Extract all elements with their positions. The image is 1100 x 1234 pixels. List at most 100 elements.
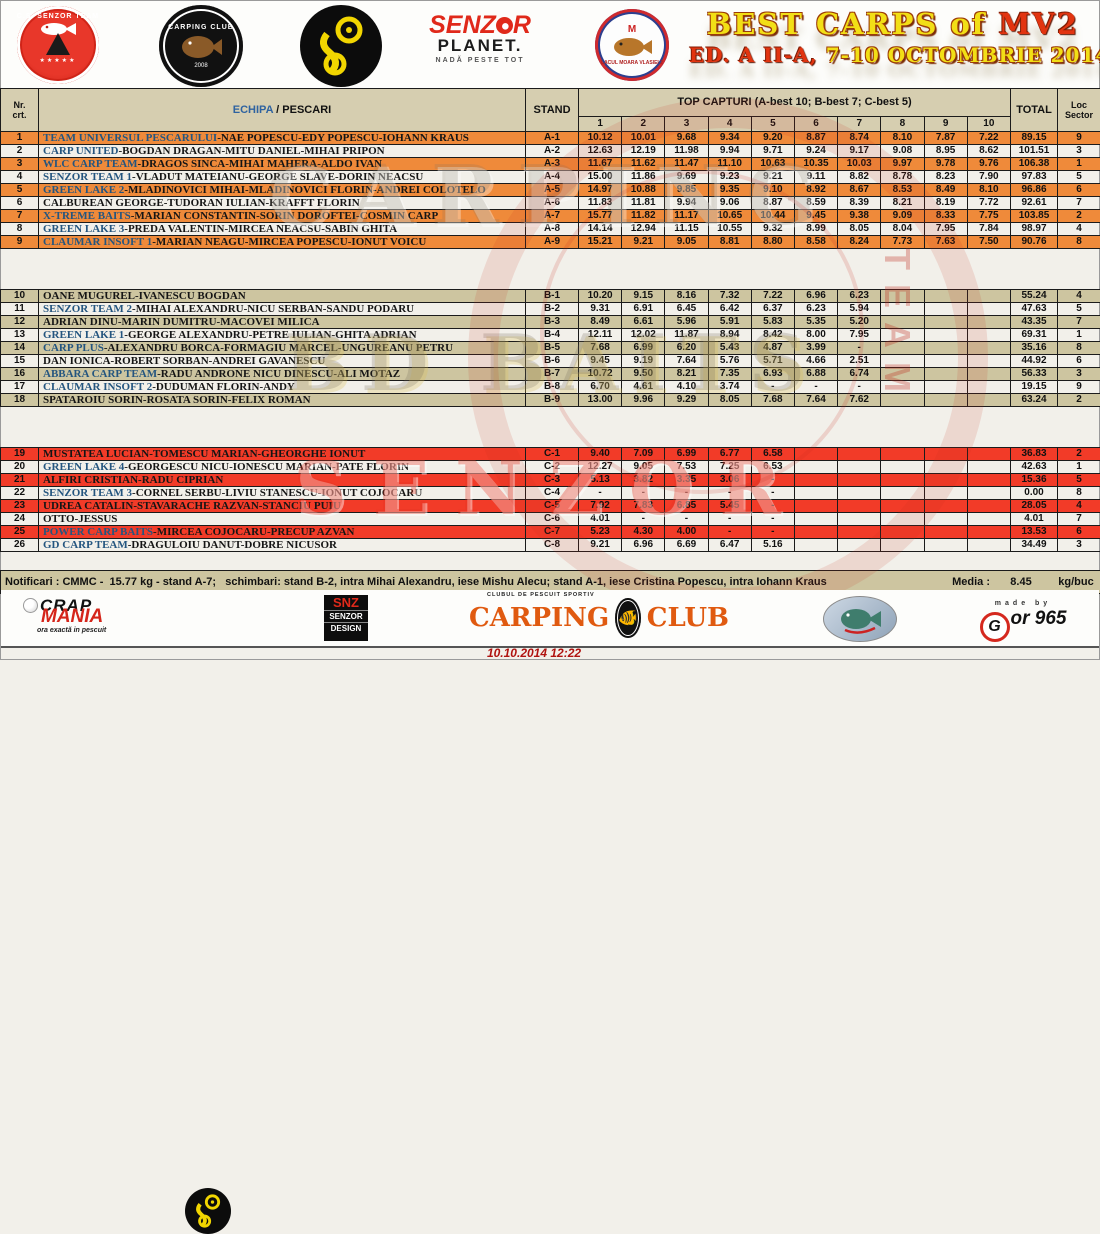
capture-cell: 10.01 — [622, 132, 665, 145]
member-names: -BOGDAN DRAGAN-MITU DANIEL-MIHAI PRIPON — [118, 145, 384, 157]
nr-cell: 16 — [1, 368, 39, 381]
capture-cell: 7.92 — [579, 500, 622, 513]
capture-cell: 10.55 — [708, 223, 751, 236]
capture-cell: 7.95 — [924, 223, 967, 236]
stand-cell: B-4 — [526, 329, 579, 342]
team-name: SENZOR TEAM 2 — [43, 303, 132, 315]
capture-cell: 6.99 — [622, 342, 665, 355]
capture-cell: 7.22 — [751, 290, 794, 303]
carping-club-badge-text: CARPING CLUB — [168, 24, 234, 31]
col-header-total: TOTAL — [1011, 89, 1058, 132]
capture-cell: 6.96 — [794, 290, 837, 303]
team-cell: GREEN LAKE 2-MLADINOVICI MIHAI-MLADINOVI… — [39, 184, 526, 197]
member-names: -MIRCEA COJOCARU-PRECUP AZVAN — [153, 526, 354, 538]
stand-cell: B-3 — [526, 316, 579, 329]
total-cell: 56.33 — [1011, 368, 1058, 381]
capture-cell: 9.69 — [665, 171, 708, 184]
capture-cell: 9.71 — [751, 145, 794, 158]
capture-cell: 3.82 — [622, 474, 665, 487]
loc-sector-cell: 4 — [1058, 223, 1100, 236]
nr-cell: 13 — [1, 329, 39, 342]
member-names: -RADU ANDRONE NICU DINESCU-ALI MOTAZ — [157, 368, 400, 380]
capture-cell — [924, 539, 967, 552]
member-names: -DRAGULOIU DANUT-DOBRE NICUSOR — [128, 539, 337, 551]
section-gap-cell — [1, 249, 1100, 290]
team-name: CARP UNITED — [43, 145, 118, 157]
capture-cell: 8.49 — [924, 184, 967, 197]
capture-cell: 10.03 — [838, 158, 881, 171]
capture-cell: 9.05 — [665, 236, 708, 249]
capture-cell: 7.68 — [751, 394, 794, 407]
nr-cell: 9 — [1, 236, 39, 249]
capture-cell: 5.35 — [794, 316, 837, 329]
member-names: UDREA CATALIN-STAVARACHE RAZVAN-STANCIU … — [43, 500, 341, 512]
capture-cell: 11.15 — [665, 223, 708, 236]
member-names: -DRAGOS SINCA-MIHAI MAHERA-ALDO IVAN — [138, 158, 383, 170]
capture-cell: 9.94 — [708, 145, 751, 158]
capture-cell — [881, 461, 924, 474]
crap-mania-tagline: ora exactă in pescuit — [37, 624, 183, 637]
team-cell: SENZOR TEAM 1-VLADUT MATEIANU-GEORGE SLA… — [39, 171, 526, 184]
capture-cell: 13.00 — [579, 394, 622, 407]
team-cell: UDREA CATALIN-STAVARACHE RAZVAN-STANCIU … — [39, 500, 526, 513]
capture-cell: 12.02 — [622, 329, 665, 342]
capture-cell — [967, 500, 1010, 513]
capture-cell — [967, 474, 1010, 487]
stand-cell: C-4 — [526, 487, 579, 500]
capture-cell: 6.96 — [622, 539, 665, 552]
team-name: CLAUMAR INSOFT 2 — [43, 381, 152, 393]
title-line2-accent: ED. A II-A, — [689, 43, 826, 67]
team-cell: GREEN LAKE 4-GEORGESCU NICU-IONESCU MARI… — [39, 461, 526, 474]
capture-cell: 8.04 — [881, 223, 924, 236]
capture-cell: 7.68 — [579, 342, 622, 355]
capture-cell: 10.35 — [794, 158, 837, 171]
member-names: OANE MUGUREL-IVANESCU BOGDAN — [43, 290, 246, 302]
capture-col-header: 10 — [967, 117, 1010, 132]
team-cell: ABBARA CARP TEAM-RADU ANDRONE NICU DINES… — [39, 368, 526, 381]
capture-cell: 7.75 — [967, 210, 1010, 223]
header-band: C.S. SENZOR TEAM ★★★★★ CARPING CLUB 2008… — [1, 1, 1099, 89]
member-names: -NAE POPESCU-EDY POPESCU-IOHANN KRAUS — [217, 132, 469, 144]
page-title: BEST CARPS of MV2 ED. A II-A, 7-10 OCTOM… — [689, 6, 1097, 68]
capture-col-header: 7 — [838, 117, 881, 132]
stand-cell: B-9 — [526, 394, 579, 407]
total-cell: 96.86 — [1011, 184, 1058, 197]
capture-cell: 8.78 — [881, 171, 924, 184]
carp-icon — [178, 32, 224, 62]
capture-cell: 9.20 — [751, 132, 794, 145]
team-name: SENZOR TEAM 1 — [43, 171, 132, 183]
capture-cell: 9.45 — [794, 210, 837, 223]
capture-cell — [794, 513, 837, 526]
team-name: ABBARA CARP TEAM — [43, 368, 157, 380]
capture-cell — [881, 381, 924, 394]
capture-cell: 9.45 — [579, 355, 622, 368]
member-names: -VLADUT MATEIANU-GEORGE SLAVE-DORIN NEAC… — [132, 171, 423, 183]
gor965-g-ring: G — [980, 612, 1010, 642]
capture-cell: - — [751, 487, 794, 500]
loc-sector-cell: 2 — [1058, 394, 1100, 407]
team-cell: CARP UNITED-BOGDAN DRAGAN-MITU DANIEL-MI… — [39, 145, 526, 158]
stand-cell: C-3 — [526, 474, 579, 487]
capture-cell: 4.87 — [751, 342, 794, 355]
capture-cell: 7.22 — [967, 132, 1010, 145]
capture-cell: 7.64 — [665, 355, 708, 368]
capture-cell: 5.45 — [708, 500, 751, 513]
capture-cell: 7.53 — [665, 461, 708, 474]
carping-club-badge: CARPING CLUB 2008 — [159, 5, 243, 87]
snz-senzor-design-logo: SNZ SENZOR DESIGN — [324, 595, 368, 641]
nr-cell: 12 — [1, 316, 39, 329]
carp-icon — [610, 34, 654, 60]
capture-cell: 11.10 — [708, 158, 751, 171]
total-cell: 89.15 — [1011, 132, 1058, 145]
nr-cell: 24 — [1, 513, 39, 526]
total-cell: 103.85 — [1011, 210, 1058, 223]
member-names: OTTO-JESSUS — [43, 513, 117, 525]
col-header-top-capturi: TOP CAPTURI (A-best 10; B-best 7; C-best… — [579, 89, 1011, 117]
monkey-badge-footer — [185, 1188, 231, 1234]
capture-cell: 9.85 — [665, 184, 708, 197]
capture-col-header: 8 — [881, 117, 924, 132]
